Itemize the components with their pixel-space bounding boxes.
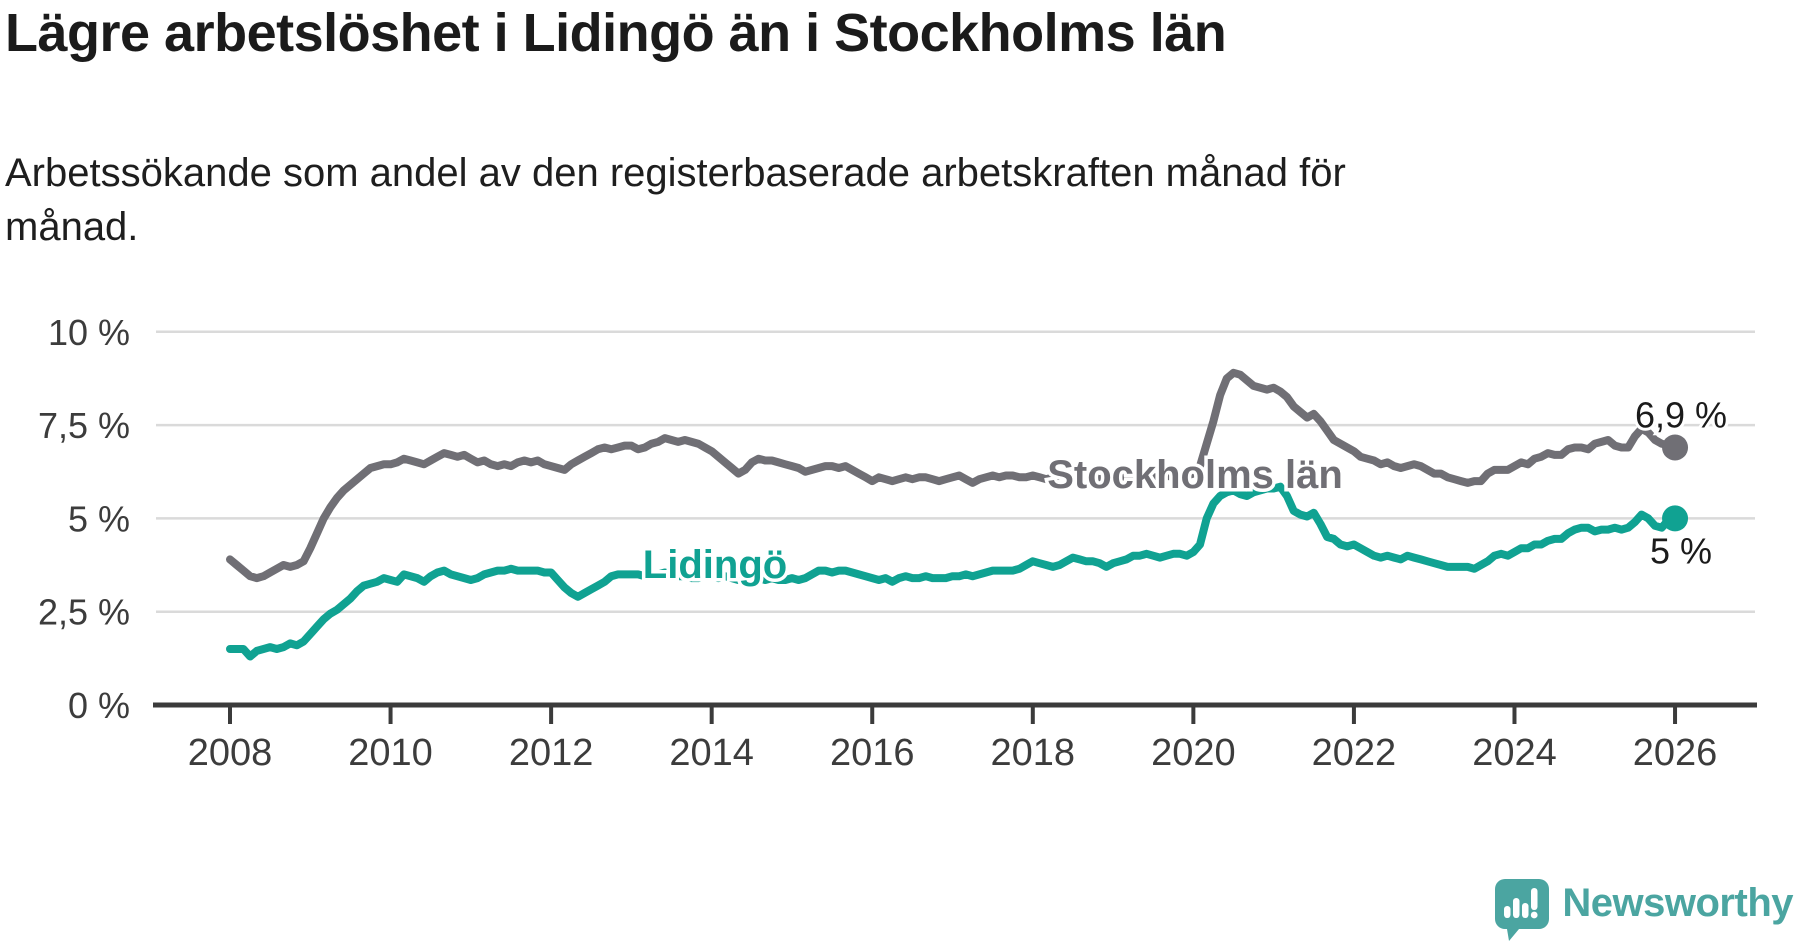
y-axis-labels: 10 % 7,5 % 5 % 2,5 % 0 %: [38, 312, 130, 726]
x-tick-label: 2016: [830, 732, 915, 774]
chart-title: Lägre arbetslöshet i Lidingö än i Stockh…: [5, 3, 1227, 63]
chart-subtitle-line1: Arbetssökande som andel av den registerb…: [5, 151, 1346, 195]
end-annotations: 6,9 % 5 %: [1632, 391, 1730, 574]
y-tick-label: 5 %: [68, 498, 130, 539]
y-tick-label: 0 %: [68, 685, 130, 726]
newsworthy-chart-bubble-icon: [1495, 879, 1550, 941]
y-tick-label: 2,5 %: [38, 592, 130, 633]
x-tick-label: 2010: [348, 732, 433, 774]
x-tick-label: 2008: [188, 732, 273, 774]
x-tick-label: 2020: [1151, 732, 1236, 774]
series-lines: [226, 368, 1679, 661]
series-labels: Stockholms län Lidingö: [639, 450, 1346, 591]
series-end-value-label: 5 %: [1650, 530, 1712, 571]
series-end-value-label: 6,9 %: [1635, 394, 1727, 435]
series-name-label: Lidingö: [643, 543, 787, 587]
gridlines: [156, 330, 1755, 613]
series-line-stockholms-l-n: [226, 368, 1679, 583]
series-end-dot: [1662, 434, 1689, 461]
chart-subtitle: Arbetssökande som andel av den registerb…: [5, 146, 1346, 254]
x-tick-label: 2024: [1472, 732, 1557, 774]
y-tick-label: 7,5 %: [38, 405, 130, 446]
x-axis: 2008 2010 2012 2014 2016 2018 2020 2022 2024 2026: [153, 702, 1757, 774]
chart-subtitle-line2: månad.: [5, 205, 139, 249]
series-line-liding-: [226, 482, 1679, 661]
series-name-label: Stockholms län: [1047, 453, 1343, 497]
newsworthy-logo-text: Newsworthy: [1562, 881, 1793, 925]
y-tick-label: 10 %: [48, 312, 130, 353]
x-tick-label: 2026: [1633, 732, 1718, 774]
x-tick-label: 2018: [991, 732, 1076, 774]
x-tick-label: 2014: [669, 732, 754, 774]
newsworthy-logo: Newsworthy: [1495, 872, 1793, 948]
series-end-dot: [1662, 505, 1689, 532]
x-tick-label: 2022: [1312, 732, 1397, 774]
x-tick-label: 2012: [509, 732, 594, 774]
